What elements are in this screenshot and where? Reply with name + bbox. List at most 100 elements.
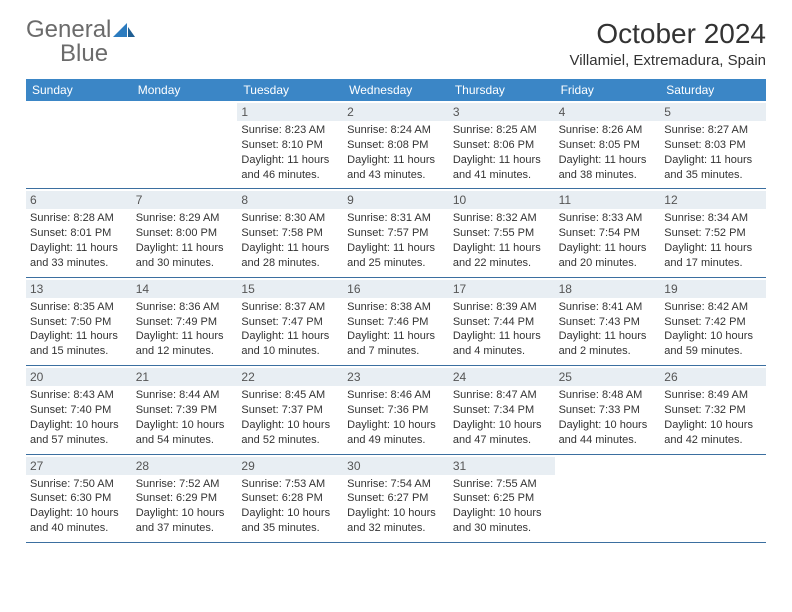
- day-line: Sunset: 7:39 PM: [136, 403, 234, 418]
- day-number: 29: [237, 457, 343, 475]
- day-line: and 30 minutes.: [453, 521, 551, 536]
- day-line: and 4 minutes.: [453, 344, 551, 359]
- day-line: Sunset: 7:34 PM: [453, 403, 551, 418]
- day-line: and 7 minutes.: [347, 344, 445, 359]
- day-cell: [26, 101, 132, 188]
- day-line: Sunset: 7:32 PM: [664, 403, 762, 418]
- day-line: Sunset: 8:00 PM: [136, 226, 234, 241]
- day-line: and 47 minutes.: [453, 433, 551, 448]
- day-cell: 5Sunrise: 8:27 AMSunset: 8:03 PMDaylight…: [660, 101, 766, 188]
- day-line: and 32 minutes.: [347, 521, 445, 536]
- day-cell: 11Sunrise: 8:33 AMSunset: 7:54 PMDayligh…: [555, 189, 661, 276]
- day-line: Sunrise: 8:44 AM: [136, 388, 234, 403]
- day-line: and 52 minutes.: [241, 433, 339, 448]
- day-number: 3: [449, 103, 555, 121]
- day-line: Sunset: 7:40 PM: [30, 403, 128, 418]
- day-cell: 30Sunrise: 7:54 AMSunset: 6:27 PMDayligh…: [343, 455, 449, 542]
- day-number: 15: [237, 280, 343, 298]
- day-line: Sunrise: 8:32 AM: [453, 211, 551, 226]
- day-line: Daylight: 11 hours: [241, 153, 339, 168]
- day-line: Sunset: 7:57 PM: [347, 226, 445, 241]
- sail-icon: [113, 24, 135, 41]
- day-number: 9: [343, 191, 449, 209]
- dow-cell: Tuesday: [237, 79, 343, 101]
- dow-header-row: SundayMondayTuesdayWednesdayThursdayFrid…: [26, 79, 766, 101]
- day-line: Daylight: 11 hours: [241, 241, 339, 256]
- dow-cell: Sunday: [26, 79, 132, 101]
- day-cell: 22Sunrise: 8:45 AMSunset: 7:37 PMDayligh…: [237, 366, 343, 453]
- day-number: 18: [555, 280, 661, 298]
- day-line: and 28 minutes.: [241, 256, 339, 271]
- day-line: Sunrise: 8:25 AM: [453, 123, 551, 138]
- day-line: Sunrise: 8:46 AM: [347, 388, 445, 403]
- day-line: Sunrise: 7:53 AM: [241, 477, 339, 492]
- day-line: Daylight: 11 hours: [347, 153, 445, 168]
- day-line: Sunset: 6:25 PM: [453, 491, 551, 506]
- day-line: and 44 minutes.: [559, 433, 657, 448]
- day-line: Daylight: 11 hours: [559, 329, 657, 344]
- day-line: Sunrise: 8:37 AM: [241, 300, 339, 315]
- day-line: Sunset: 7:42 PM: [664, 315, 762, 330]
- day-line: Sunrise: 8:43 AM: [30, 388, 128, 403]
- day-line: Daylight: 11 hours: [136, 241, 234, 256]
- day-line: Sunrise: 8:36 AM: [136, 300, 234, 315]
- week-row: 27Sunrise: 7:50 AMSunset: 6:30 PMDayligh…: [26, 455, 766, 543]
- day-line: and 2 minutes.: [559, 344, 657, 359]
- day-line: and 10 minutes.: [241, 344, 339, 359]
- day-line: Daylight: 11 hours: [30, 241, 128, 256]
- day-line: and 40 minutes.: [30, 521, 128, 536]
- logo-text: General Blue: [26, 18, 135, 66]
- day-line: and 57 minutes.: [30, 433, 128, 448]
- day-cell: 28Sunrise: 7:52 AMSunset: 6:29 PMDayligh…: [132, 455, 238, 542]
- day-line: and 15 minutes.: [30, 344, 128, 359]
- day-cell: 27Sunrise: 7:50 AMSunset: 6:30 PMDayligh…: [26, 455, 132, 542]
- day-cell: 25Sunrise: 8:48 AMSunset: 7:33 PMDayligh…: [555, 366, 661, 453]
- day-line: Daylight: 11 hours: [453, 153, 551, 168]
- day-line: Daylight: 10 hours: [241, 506, 339, 521]
- day-line: Sunrise: 8:34 AM: [664, 211, 762, 226]
- day-cell: 1Sunrise: 8:23 AMSunset: 8:10 PMDaylight…: [237, 101, 343, 188]
- day-line: Daylight: 11 hours: [347, 241, 445, 256]
- day-line: and 33 minutes.: [30, 256, 128, 271]
- day-line: Sunset: 6:30 PM: [30, 491, 128, 506]
- day-cell: 17Sunrise: 8:39 AMSunset: 7:44 PMDayligh…: [449, 278, 555, 365]
- week-row: 13Sunrise: 8:35 AMSunset: 7:50 PMDayligh…: [26, 278, 766, 366]
- day-number: 8: [237, 191, 343, 209]
- day-line: and 35 minutes.: [241, 521, 339, 536]
- day-line: Daylight: 11 hours: [664, 153, 762, 168]
- day-cell: 13Sunrise: 8:35 AMSunset: 7:50 PMDayligh…: [26, 278, 132, 365]
- day-cell: 3Sunrise: 8:25 AMSunset: 8:06 PMDaylight…: [449, 101, 555, 188]
- day-line: and 12 minutes.: [136, 344, 234, 359]
- day-line: Sunset: 8:03 PM: [664, 138, 762, 153]
- day-line: Sunrise: 8:49 AM: [664, 388, 762, 403]
- day-number: 16: [343, 280, 449, 298]
- day-line: Sunrise: 8:35 AM: [30, 300, 128, 315]
- day-cell: 29Sunrise: 7:53 AMSunset: 6:28 PMDayligh…: [237, 455, 343, 542]
- day-line: Sunrise: 8:45 AM: [241, 388, 339, 403]
- dow-cell: Wednesday: [343, 79, 449, 101]
- day-number: 6: [26, 191, 132, 209]
- day-line: and 59 minutes.: [664, 344, 762, 359]
- week-row: 1Sunrise: 8:23 AMSunset: 8:10 PMDaylight…: [26, 101, 766, 189]
- day-cell: [660, 455, 766, 542]
- day-number: [555, 457, 661, 475]
- week-row: 6Sunrise: 8:28 AMSunset: 8:01 PMDaylight…: [26, 189, 766, 277]
- header: General Blue October 2024 Villamiel, Ext…: [26, 18, 766, 69]
- day-number: [26, 103, 132, 121]
- day-line: Sunrise: 7:52 AM: [136, 477, 234, 492]
- day-line: and 22 minutes.: [453, 256, 551, 271]
- day-line: Sunrise: 8:33 AM: [559, 211, 657, 226]
- day-number: 5: [660, 103, 766, 121]
- day-number: 13: [26, 280, 132, 298]
- day-number: 19: [660, 280, 766, 298]
- day-line: Sunset: 8:08 PM: [347, 138, 445, 153]
- day-cell: 10Sunrise: 8:32 AMSunset: 7:55 PMDayligh…: [449, 189, 555, 276]
- day-line: Sunrise: 7:54 AM: [347, 477, 445, 492]
- day-line: Sunrise: 8:28 AM: [30, 211, 128, 226]
- logo: General Blue: [26, 18, 135, 66]
- day-line: Daylight: 10 hours: [136, 506, 234, 521]
- day-line: Daylight: 10 hours: [241, 418, 339, 433]
- day-line: Sunset: 7:37 PM: [241, 403, 339, 418]
- day-line: Sunrise: 8:38 AM: [347, 300, 445, 315]
- day-line: Daylight: 11 hours: [559, 241, 657, 256]
